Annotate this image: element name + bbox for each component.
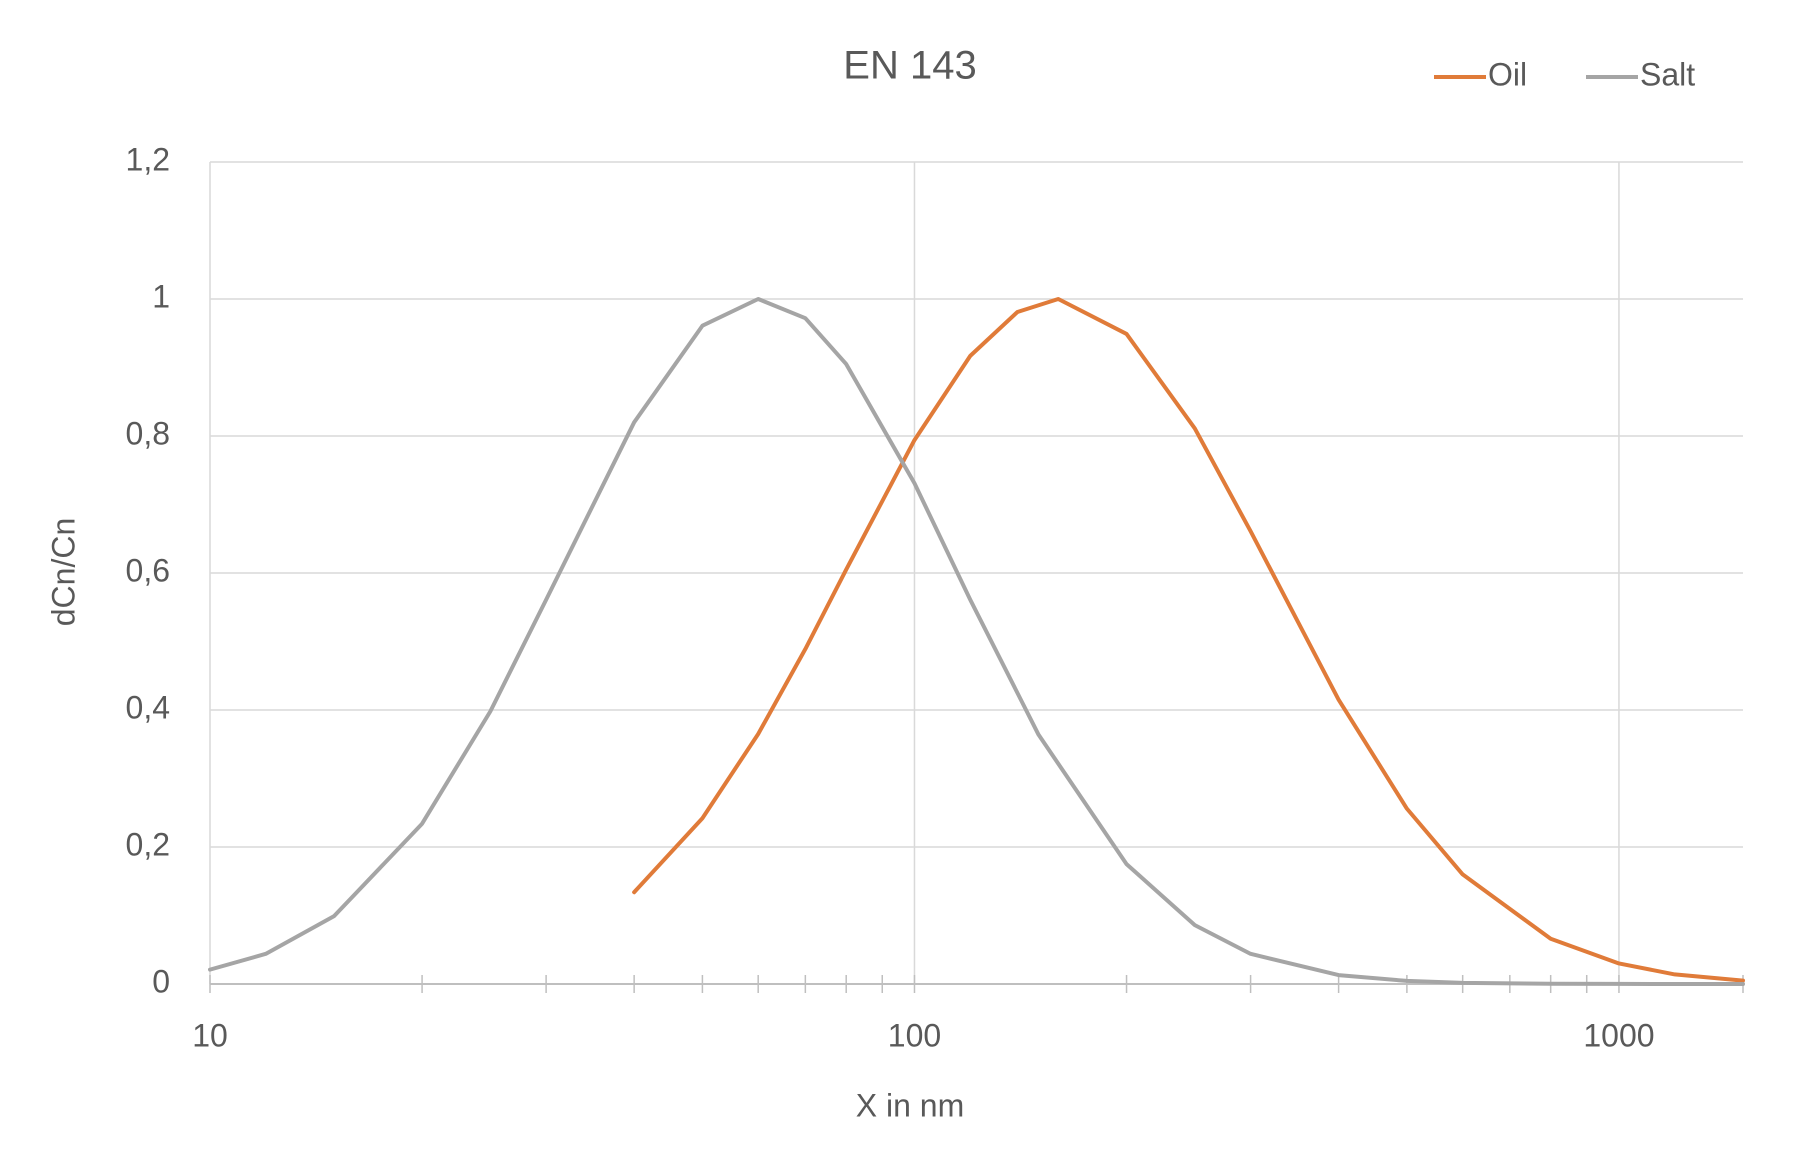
y-tick-label: 0,8 — [126, 415, 170, 451]
legend-label: Salt — [1640, 56, 1695, 92]
legend-label: Oil — [1488, 56, 1527, 92]
y-tick-label: 1 — [152, 278, 170, 314]
x-tick-label: 100 — [888, 1017, 941, 1053]
x-tick-label: 1000 — [1583, 1017, 1654, 1053]
y-tick-label: 0,6 — [126, 552, 170, 588]
chart-title: EN 143 — [843, 44, 976, 88]
y-tick-label: 1,2 — [126, 141, 170, 177]
y-tick-label: 0 — [152, 963, 170, 999]
y-axis-label: dCn/Cn — [45, 518, 81, 627]
y-tick-label: 0,4 — [126, 689, 170, 725]
series-line — [208, 297, 1745, 986]
series-line — [632, 297, 1745, 983]
x-tick-label: 10 — [192, 1017, 228, 1053]
y-tick-label: 0,2 — [126, 826, 170, 862]
x-axis-label: X in nm — [856, 1087, 964, 1123]
